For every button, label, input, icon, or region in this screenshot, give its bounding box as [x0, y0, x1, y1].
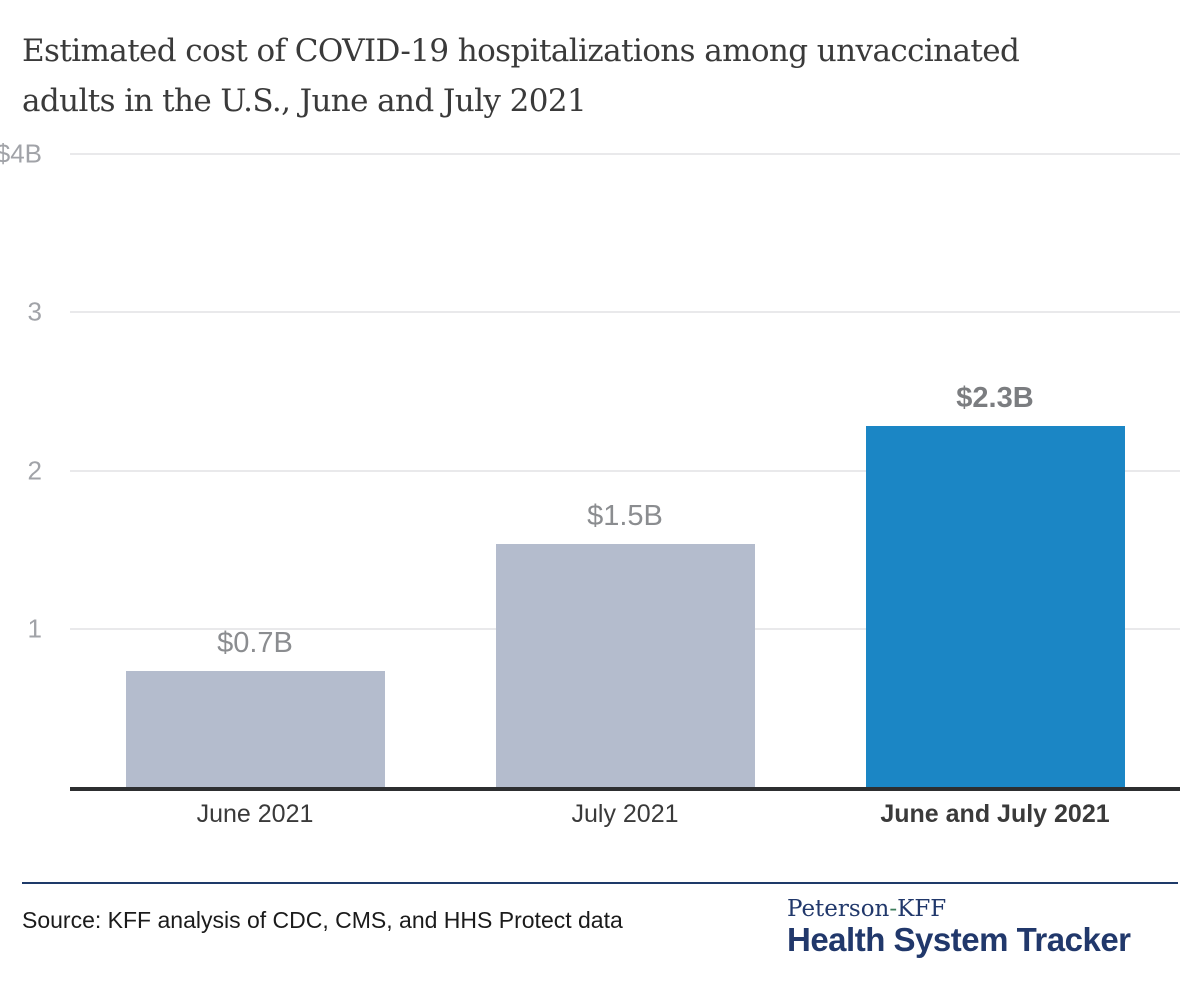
logo-peterson-kff: Peterson-KFF: [787, 896, 1179, 922]
y-axis-tick-4b: $4B: [0, 138, 42, 169]
bar-group-june-and-july-2021: $2.3B: [810, 151, 1180, 787]
source-attribution: Source: KFF analysis of CDC, CMS, and HH…: [22, 907, 623, 933]
logo-health-system-tracker: Health System Tracker: [787, 921, 1131, 958]
y-axis-tick-1: 1: [27, 613, 42, 644]
logo-peterson-text: Peterson: [787, 896, 890, 922]
logo-hyphen: -: [889, 896, 898, 922]
peterson-kff-health-system-tracker-logo: Peterson-KFF Health System Tracker: [787, 896, 1179, 958]
bar-group-july-2021: $1.5B: [440, 151, 810, 787]
x-axis-label-july-2021: July 2021: [571, 800, 679, 828]
logo-kff-text: KFF: [897, 896, 947, 922]
x-axis-label-june-2021: June 2021: [196, 800, 314, 828]
chart-title-line1: Estimated cost of COVID-19 hospitalizati…: [22, 33, 1020, 69]
gridline-4b: [70, 153, 1180, 155]
bar-group-june-2021: $0.7B: [70, 151, 440, 787]
bar-value-label: $1.5B: [587, 500, 663, 532]
plot-area: $4B 3 2 1 $0.7B $1.5B $2.3B: [0, 139, 1180, 791]
gridline-3b: [70, 311, 1180, 313]
bar-june-and-july-2021: [865, 426, 1125, 787]
x-axis-label-june-and-july-2021: June and July 2021: [880, 800, 1110, 828]
chart-title-line2: adults in the U.S., June and July 2021: [22, 83, 587, 119]
bar-value-label: $0.7B: [217, 627, 293, 659]
gridline-2b: [70, 470, 1180, 472]
y-axis-tick-3: 3: [27, 296, 42, 327]
x-axis-line: [70, 787, 1180, 791]
footer-divider-line: [22, 882, 1178, 884]
bars-row: $0.7B $1.5B $2.3B: [70, 151, 1180, 787]
chart-title: Estimated cost of COVID-19 hospitalizati…: [22, 26, 1152, 126]
bar-value-label: $2.3B: [956, 382, 1034, 414]
bar-june-2021: [125, 671, 385, 787]
x-axis-labels: June 2021 July 2021 June and July 2021: [70, 800, 1180, 829]
y-axis-tick-2: 2: [27, 455, 42, 486]
bar-july-2021: [495, 544, 755, 787]
